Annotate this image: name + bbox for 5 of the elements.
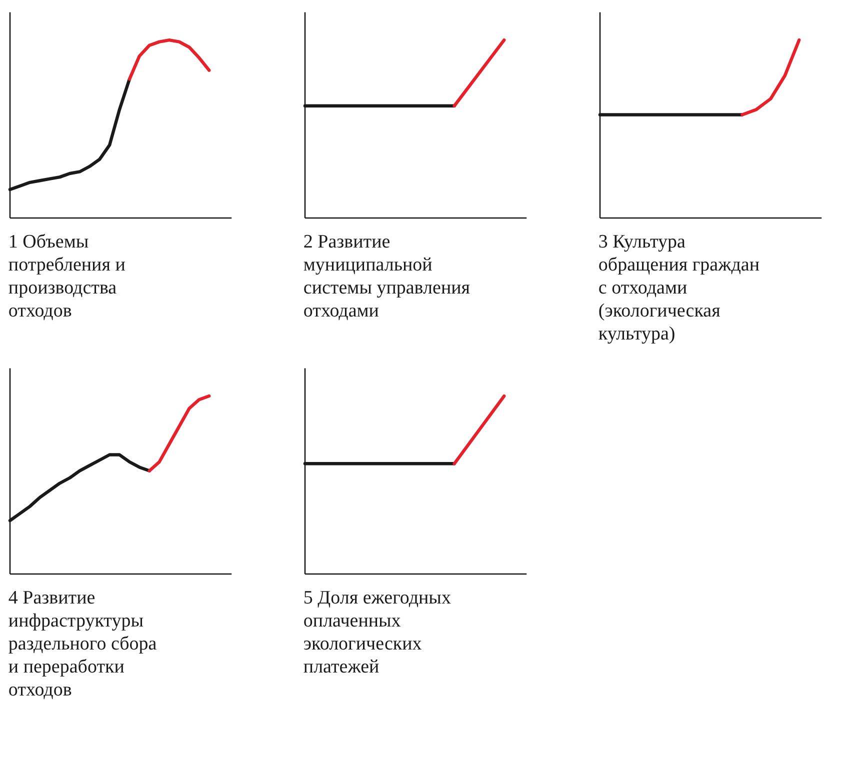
text: 5 Доля ежегодных оплаченных экологических платежей <box>303 588 452 678</box>
text: 4 Развитие инфраструктуры раздельного сбора и переработки отходов <box>8 588 158 701</box>
text: 1 Объемы потребления и производства отходов <box>8 232 126 322</box>
text: 3 Культура обращения граждан с отходами (экологическая культура) <box>598 232 760 345</box>
text: 2 Развитие муниципальной системы управления отходами <box>303 232 470 322</box>
